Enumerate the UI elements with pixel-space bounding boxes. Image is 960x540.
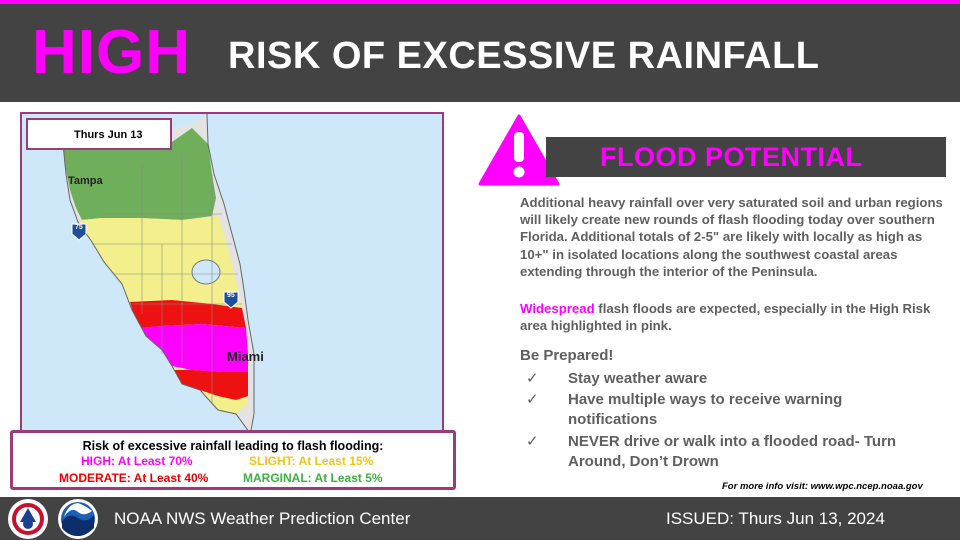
risk-level: HIGH (32, 18, 191, 87)
city-label-miami: Miami (227, 349, 264, 364)
highlight-word: Widespread (520, 301, 595, 316)
map-date-label: Thurs Jun 13 (26, 118, 172, 150)
moderate-risk-area-south (172, 370, 248, 400)
legend-item-slight: SLIGHT: At Least 15% (249, 454, 374, 468)
check-icon: ✓ (526, 370, 539, 387)
lake-okeechobee (191, 259, 221, 285)
header-bar: HIGH RISK OF EXCESSIVE RAINFALL (0, 4, 960, 102)
page-title: RISK OF EXCESSIVE RAINFALL (228, 35, 820, 77)
warning-icon (478, 114, 560, 186)
more-info-link[interactable]: For more info visit: www.wpc.ncep.noaa.g… (722, 481, 923, 492)
county-lines (92, 154, 242, 404)
marginal-risk-area (62, 128, 216, 220)
footer-issued-date: ISSUED: Thurs Jun 13, 2024 (666, 509, 885, 528)
moderate-risk-area-north (130, 300, 246, 328)
interstate-75-shield (71, 223, 87, 241)
interstate-75-label: 75 (75, 224, 83, 231)
flood-potential-banner: FLOOD POTENTIAL (546, 137, 946, 177)
nws-logo-icon (8, 499, 48, 539)
be-prepared-heading: Be Prepared! (520, 347, 614, 364)
check-icon: ✓ (526, 391, 539, 408)
risk-legend: Risk of excessive rainfall leading to fl… (10, 430, 456, 490)
forecast-paragraph-2-text: flash floods are expected, especially in… (520, 301, 931, 334)
legend-item-moderate: MODERATE: At Least 40% (59, 471, 209, 485)
city-label-tampa: Tampa (68, 175, 103, 187)
flood-potential-title: FLOOD POTENTIAL (600, 142, 863, 172)
interstate-95-label: 95 (227, 292, 235, 299)
noaa-logo-icon (58, 499, 98, 539)
forecast-paragraph: Additional heavy rainfall over very satu… (520, 195, 943, 279)
outlook-map: Thurs Jun 13 Tampa Miami 75 95 (20, 112, 444, 434)
high-risk-area (136, 324, 248, 372)
check-icon: ✓ (526, 433, 539, 450)
prepared-item: Have multiple ways to receive warning no… (568, 391, 843, 428)
interstate-95-shield (223, 291, 239, 309)
gulf-of-mexico (22, 114, 250, 432)
prepared-item: Stay weather aware (568, 370, 708, 387)
footer-organization: NOAA NWS Weather Prediction Center (114, 509, 411, 528)
atlantic-ocean (207, 114, 442, 432)
forecast-paragraph-2: Widespread flash floods are expected, es… (520, 300, 946, 334)
florida-map-graphic (22, 114, 442, 432)
top-accent-bar (0, 0, 960, 4)
legend-item-high: HIGH: At Least 70% (81, 454, 193, 468)
legend-item-marginal: MARGINAL: At Least 5% (243, 471, 383, 485)
coastline (206, 114, 255, 432)
prepared-item: NEVER drive or walk into a flooded road-… (568, 433, 897, 470)
legend-title: Risk of excessive rainfall leading to fl… (82, 439, 384, 453)
footer-bar: NOAA NWS Weather Prediction Center ISSUE… (0, 497, 960, 540)
